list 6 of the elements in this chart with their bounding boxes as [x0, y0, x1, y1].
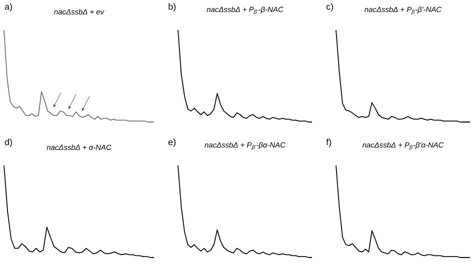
text: a) — [4, 3, 12, 12]
text: b) — [168, 3, 176, 12]
text: d) — [4, 138, 12, 148]
text: e) — [168, 138, 176, 148]
text: c) — [326, 3, 334, 12]
text: f) — [326, 138, 332, 148]
